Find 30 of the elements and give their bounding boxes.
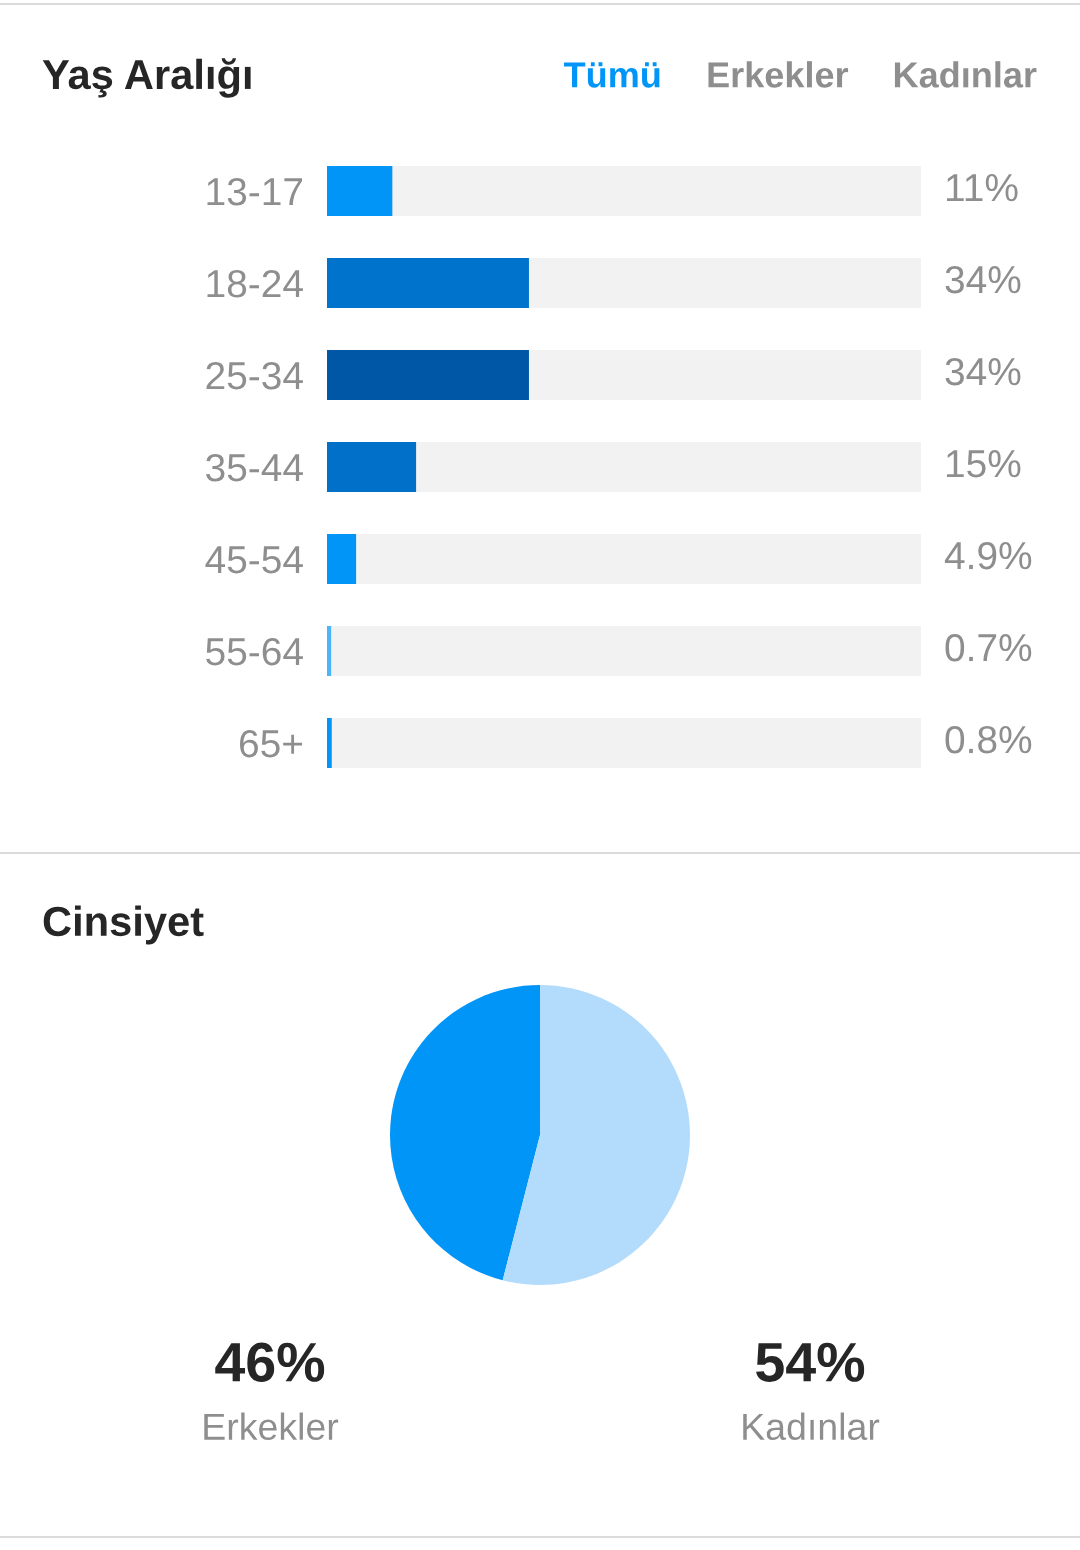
text: Kadınlar [894,61,1037,88]
bar [327,442,417,492]
y-tick-label: 25-34 [206,361,303,390]
chart-title: Yaş Aralığı [42,58,251,98]
bar [327,534,357,584]
data-label: 46% [215,1342,325,1382]
y-tick-label: 13-17 [207,177,303,206]
chart-title: Cinsiyet [43,905,204,945]
slice-label: Kadınlar [743,1412,880,1441]
bar [327,718,332,768]
data-label: 4.9% [944,541,1032,570]
data-label: 11% [946,174,1018,202]
y-tick-label: 18-24 [207,269,303,298]
bar [327,626,332,676]
y-tick-label: 35-44 [206,453,303,482]
data-label: 34% [945,265,1021,294]
data-label: 54% [756,1342,865,1382]
pie-slice [502,985,690,1285]
data-label: 34% [945,357,1021,386]
y-tick-label: 45-54 [205,546,303,574]
data-label: 0.8% [945,725,1032,754]
text: Erkekler [708,61,849,88]
pie-slice [390,985,540,1281]
text: Tümü [564,62,660,88]
bar [327,166,393,216]
data-label: 0.7% [945,633,1032,662]
y-tick-label: 55-64 [206,637,303,666]
slice-label: Erkekler [204,1412,339,1441]
y-tick-label: 65+ [240,729,303,758]
data-label: 15% [946,450,1021,478]
